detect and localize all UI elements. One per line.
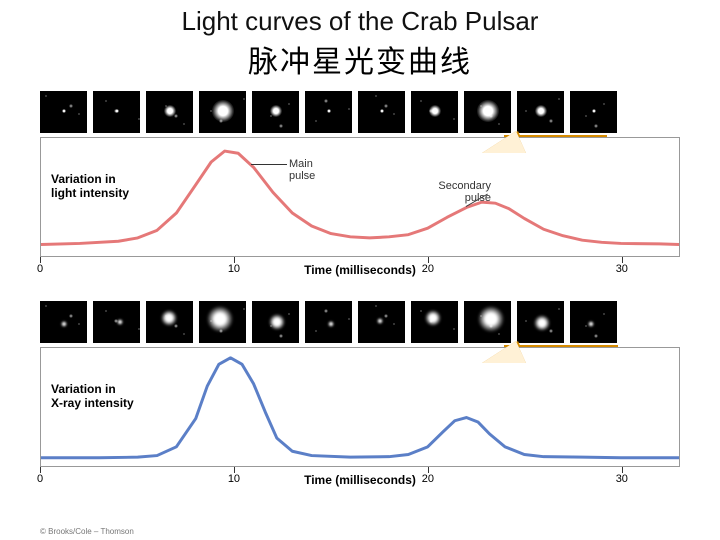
main-pulse-annotation: Mainpulse	[289, 158, 315, 182]
x-tick-label: 30	[616, 473, 628, 485]
optical-section: Pulsar blinkstwice each cycle. Variation…	[40, 91, 680, 287]
thumbnail-frame	[358, 301, 405, 343]
thumbnail-frame	[199, 91, 246, 133]
x-tick-label: 30	[616, 263, 628, 275]
title-chinese: 脉冲星光变曲线	[0, 37, 720, 81]
xray-thumbnail-strip	[40, 301, 680, 343]
optical-ylabel: Variation in light intensity	[51, 172, 129, 201]
main-pulse-leader	[251, 164, 287, 165]
thumbnail-frame	[305, 91, 352, 133]
thumbnail-frame	[252, 301, 299, 343]
thumbnail-frame	[199, 301, 246, 343]
thumbnail-frame	[40, 301, 87, 343]
thumbnail-frame	[464, 91, 511, 133]
optical-callout-pointer	[482, 131, 526, 153]
thumbnail-frame	[305, 301, 352, 343]
secondary-pulse-annotation: Secondarypulse	[421, 180, 491, 204]
thumbnail-frame	[570, 91, 617, 133]
xray-x-axis-title: Time (milliseconds)	[304, 473, 416, 487]
thumbnail-frame	[93, 301, 140, 343]
thumbnail-frame	[411, 301, 458, 343]
xray-ylabel: Variation in X-ray intensity	[51, 382, 134, 411]
optical-thumbnail-strip	[40, 91, 680, 133]
main-pulse-label: Mainpulse	[289, 158, 315, 182]
xray-ylabel-line1: Variation in	[51, 382, 134, 396]
thumbnail-frame	[146, 91, 193, 133]
optical-curve	[41, 151, 679, 244]
title-english: Light curves of the Crab Pulsar	[0, 6, 720, 37]
x-tick-label: 20	[422, 263, 434, 275]
optical-chart-svg	[41, 138, 679, 256]
x-tick-label: 0	[37, 263, 43, 275]
xray-ylabel-line2: X-ray intensity	[51, 396, 134, 410]
thumbnail-frame	[93, 91, 140, 133]
thumbnail-frame	[464, 301, 511, 343]
thumbnail-frame	[570, 301, 617, 343]
xray-chart-svg	[41, 348, 679, 466]
thumbnail-frame	[517, 91, 564, 133]
x-tick-label: 10	[228, 473, 240, 485]
optical-x-axis: Time (milliseconds) 0 10 20 30	[40, 257, 680, 287]
title-block: Light curves of the Crab Pulsar 脉冲星光变曲线	[0, 0, 720, 81]
thumbnail-frame	[146, 301, 193, 343]
optical-ylabel-line2: light intensity	[51, 186, 129, 200]
thumbnail-frame	[411, 91, 458, 133]
optical-chart: Variation in light intensity Mainpulse S…	[40, 137, 680, 257]
thumbnail-frame	[252, 91, 299, 133]
thumbnail-frame	[517, 301, 564, 343]
x-tick-label: 0	[37, 473, 43, 485]
secondary-pulse-label: Secondarypulse	[421, 180, 491, 204]
xray-section: Pulsar blinking atX-ray wavelengths. Var…	[40, 301, 680, 497]
thumbnail-frame	[358, 91, 405, 133]
xray-chart: Variation in X-ray intensity	[40, 347, 680, 467]
copyright: © Brooks/Cole – Thomson	[40, 527, 134, 536]
x-tick-label: 20	[422, 473, 434, 485]
xray-x-axis: Time (milliseconds) 0 10 20 30	[40, 467, 680, 497]
xray-callout-pointer	[482, 341, 526, 363]
optical-ylabel-line1: Variation in	[51, 172, 129, 186]
x-tick-label: 10	[228, 263, 240, 275]
optical-x-axis-title: Time (milliseconds)	[304, 263, 416, 277]
thumbnail-frame	[40, 91, 87, 133]
xray-curve	[41, 358, 679, 458]
